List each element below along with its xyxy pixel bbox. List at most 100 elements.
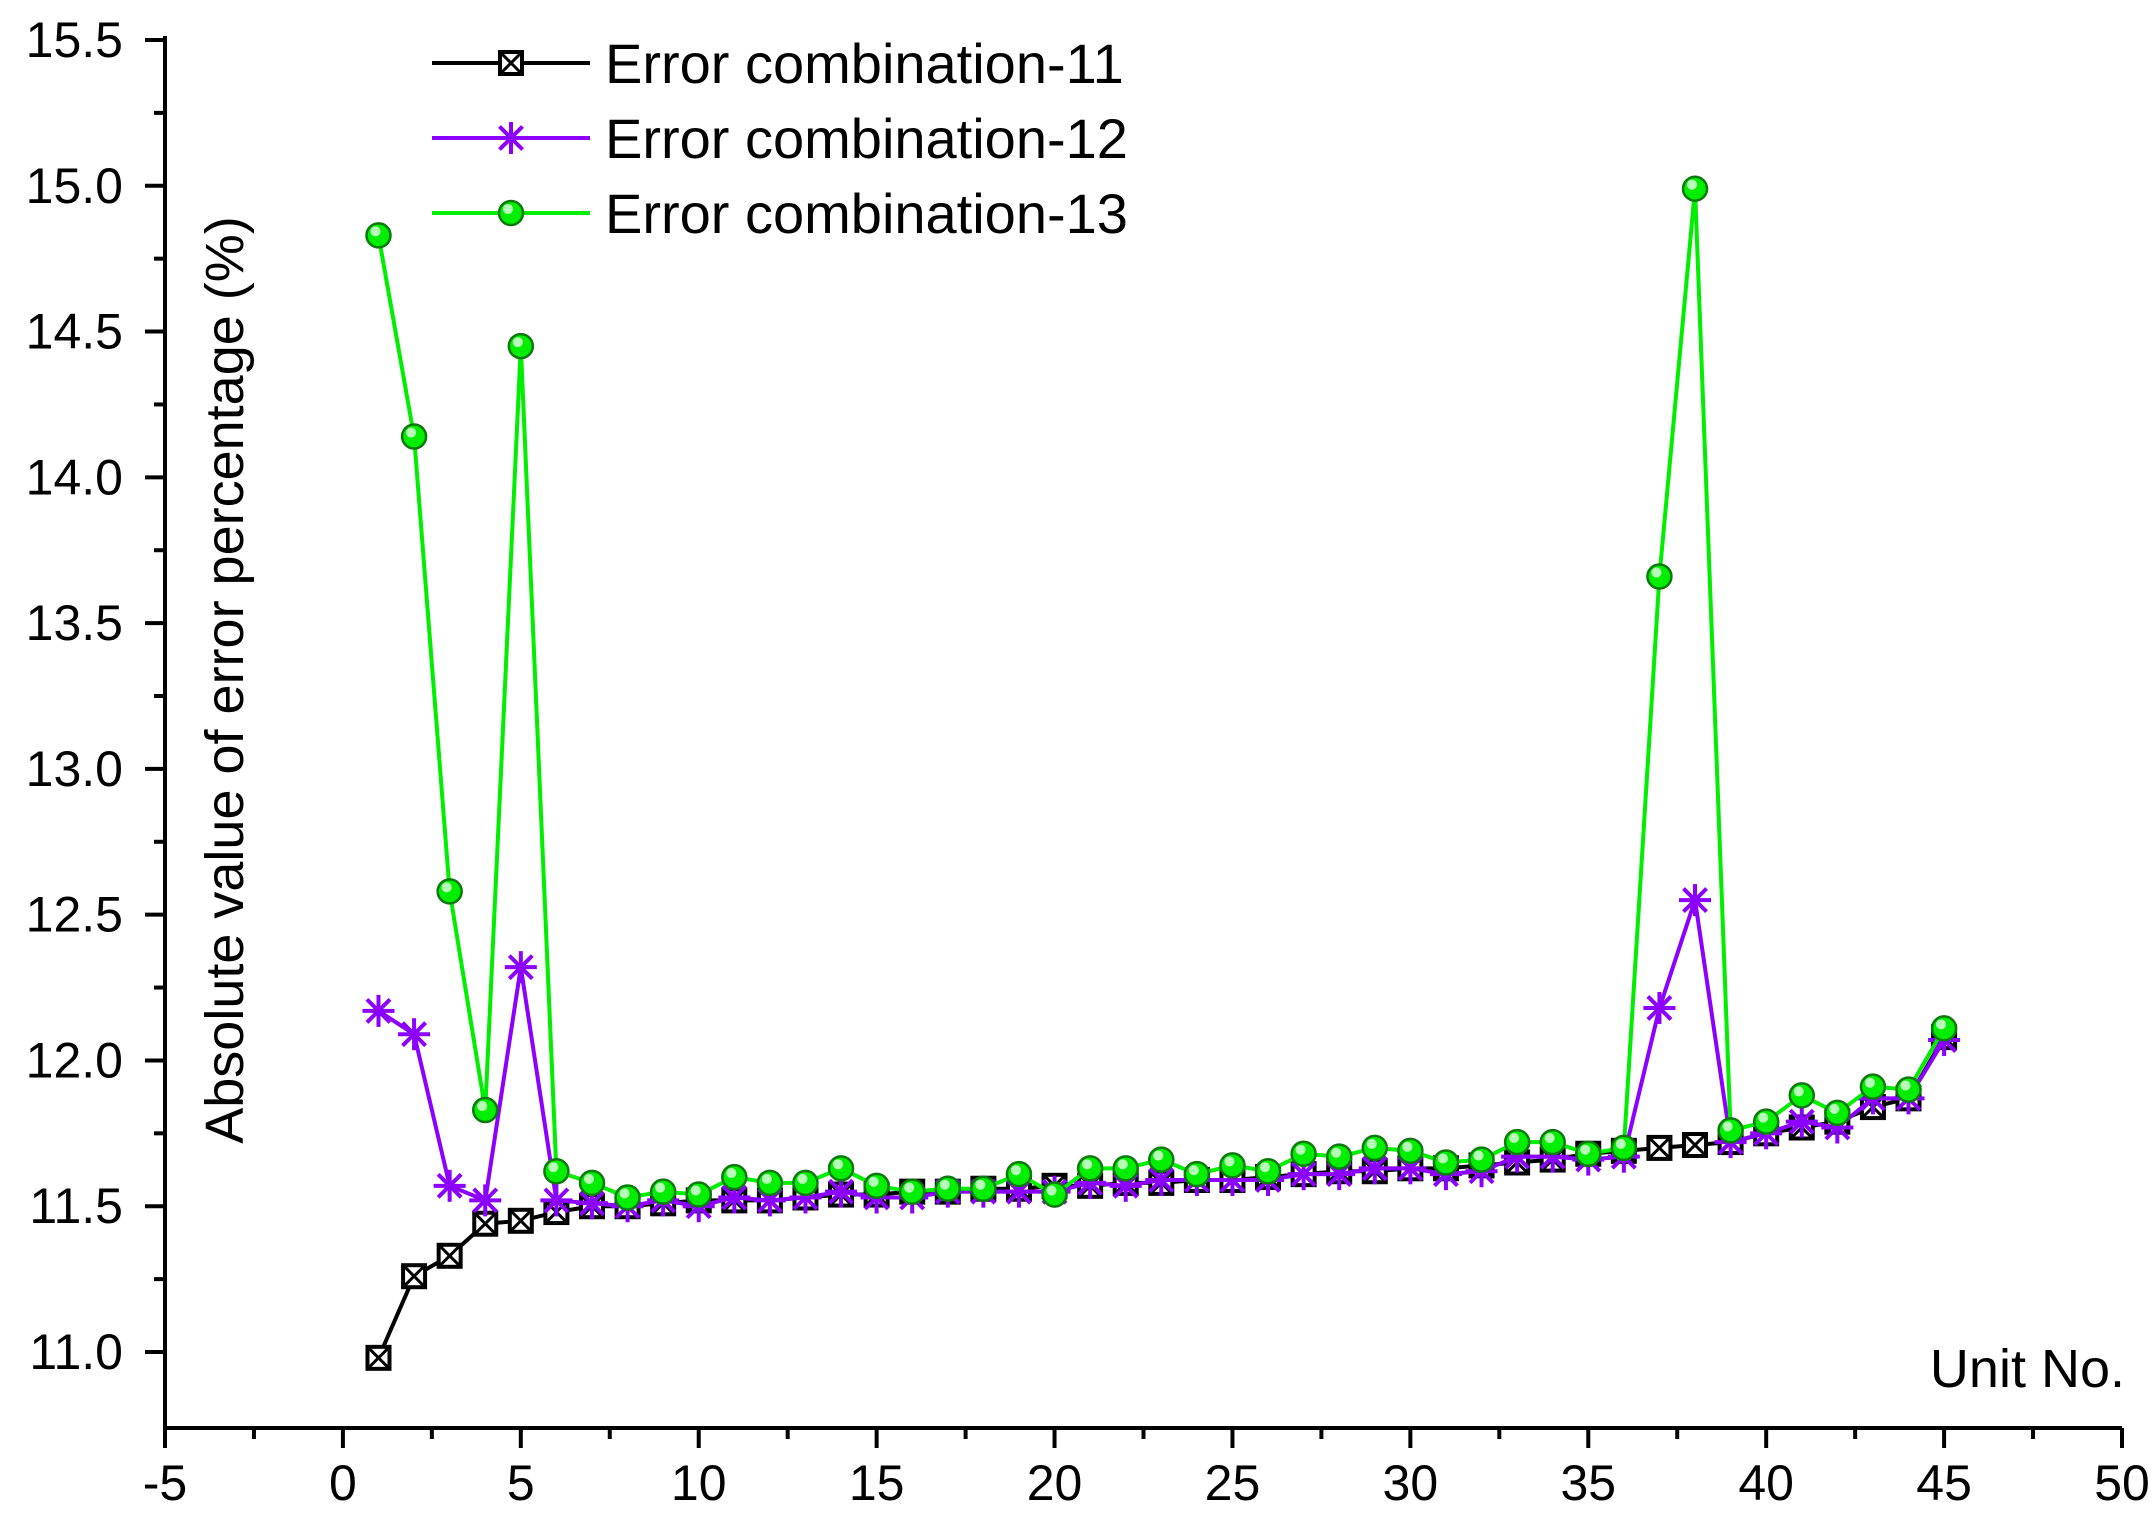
- data-point: [1646, 563, 1673, 590]
- data-point: [1575, 1140, 1602, 1167]
- series-line: [376, 186, 1946, 1200]
- data-point: [1717, 1117, 1744, 1144]
- data-point: [1503, 1128, 1531, 1156]
- data-point: [472, 1210, 499, 1237]
- y-tick-label: 13.0: [26, 741, 123, 797]
- x-tick-label: 10: [671, 1455, 727, 1511]
- data-point: [1112, 1155, 1139, 1182]
- data-point: [1681, 175, 1709, 202]
- x-tick-label: 35: [1560, 1455, 1616, 1511]
- legend-label: Error combination-11: [605, 32, 1124, 95]
- data-point: [1646, 1134, 1673, 1161]
- legend-item: Error combination-12: [432, 107, 1128, 170]
- y-tick-label: 14.0: [26, 449, 123, 505]
- legend-marker: [495, 122, 527, 154]
- y-tick-label: 13.5: [26, 595, 123, 651]
- data-point: [1325, 1143, 1353, 1170]
- y-axis-title: Absolute value of error percentage (%): [195, 216, 255, 1144]
- data-point: [365, 1344, 392, 1371]
- data-point: [827, 1155, 855, 1182]
- data-point: [1254, 1157, 1282, 1185]
- data-point: [1895, 1076, 1922, 1103]
- x-tick-label: 40: [1738, 1455, 1794, 1511]
- x-axis-title: Unit No.: [1930, 1339, 2125, 1399]
- data-point: [401, 1263, 428, 1290]
- x-tick-label: -5: [143, 1455, 187, 1511]
- data-point: [365, 222, 392, 249]
- x-tick-label: 20: [1027, 1455, 1083, 1511]
- data-point: [1361, 1134, 1389, 1162]
- series-3: [365, 175, 1958, 1211]
- x-tick-label: 30: [1383, 1455, 1439, 1511]
- legend-item: Error combination-13: [432, 182, 1128, 245]
- data-point: [1679, 884, 1712, 917]
- data-point: [792, 1169, 819, 1197]
- data-point: [543, 1157, 570, 1185]
- data-point: [756, 1169, 784, 1197]
- data-point: [362, 994, 395, 1027]
- data-point: [1859, 1073, 1887, 1100]
- data-point: [1785, 1105, 1818, 1138]
- data-point: [398, 1018, 431, 1051]
- data-point: [685, 1181, 712, 1208]
- data-point: [1752, 1108, 1780, 1135]
- y-tick-label: 12.0: [26, 1032, 123, 1088]
- series-1: [365, 1024, 1958, 1371]
- y-tick-label: 15.0: [26, 158, 123, 214]
- data-point: [436, 1242, 463, 1269]
- data-point: [934, 1175, 962, 1202]
- data-point: [1076, 1155, 1104, 1182]
- data-point: [1643, 991, 1676, 1024]
- y-tick-label: 14.5: [26, 304, 123, 360]
- y-tick-label: 15.5: [26, 12, 123, 68]
- x-tick-label: 0: [329, 1455, 357, 1511]
- data-point: [970, 1175, 997, 1202]
- legend-marker: [498, 50, 524, 76]
- data-point: [614, 1184, 641, 1211]
- data-point: [1290, 1140, 1317, 1167]
- data-point: [898, 1178, 926, 1205]
- x-tick-label: 25: [1205, 1455, 1261, 1511]
- legend-label: Error combination-12: [605, 107, 1128, 170]
- data-point: [1610, 1134, 1638, 1162]
- series-line: [376, 1036, 1946, 1359]
- y-tick-label: 11.0: [29, 1324, 123, 1380]
- data-point: [1397, 1137, 1424, 1165]
- series-group: [362, 175, 1961, 1371]
- legend-marker: [497, 199, 525, 227]
- data-point: [469, 1184, 502, 1217]
- data-point: [578, 1169, 606, 1197]
- x-tick-label: 15: [849, 1455, 905, 1511]
- data-point: [1041, 1181, 1068, 1208]
- legend-item: Error combination-11: [432, 32, 1124, 95]
- data-point: [1930, 1015, 1958, 1042]
- data-point: [1148, 1146, 1175, 1173]
- data-point: [1183, 1160, 1211, 1188]
- data-point: [1539, 1128, 1566, 1156]
- x-tick-label: 5: [507, 1455, 535, 1511]
- data-point: [400, 423, 428, 450]
- data-point: [1824, 1099, 1851, 1127]
- data-point: [1219, 1152, 1246, 1179]
- x-tick-label: 45: [1916, 1455, 1972, 1511]
- data-point: [863, 1172, 890, 1200]
- data-point: [436, 878, 463, 905]
- legend-label: Error combination-13: [605, 182, 1128, 245]
- data-point: [471, 1096, 499, 1124]
- data-point: [1682, 1131, 1709, 1158]
- x-tick-label: 50: [2094, 1455, 2150, 1511]
- data-point: [649, 1178, 677, 1205]
- data-point: [1788, 1082, 1816, 1109]
- data-point: [433, 1169, 466, 1202]
- y-tick-label: 12.5: [26, 887, 123, 943]
- data-point: [540, 1184, 573, 1217]
- legend: Error combination-11 Error combination-12…: [432, 32, 1128, 245]
- data-point: [1432, 1149, 1460, 1176]
- data-point: [507, 1207, 534, 1234]
- data-point: [721, 1163, 748, 1191]
- data-point: [1468, 1146, 1495, 1173]
- data-point: [1005, 1160, 1033, 1188]
- data-point: [507, 332, 535, 360]
